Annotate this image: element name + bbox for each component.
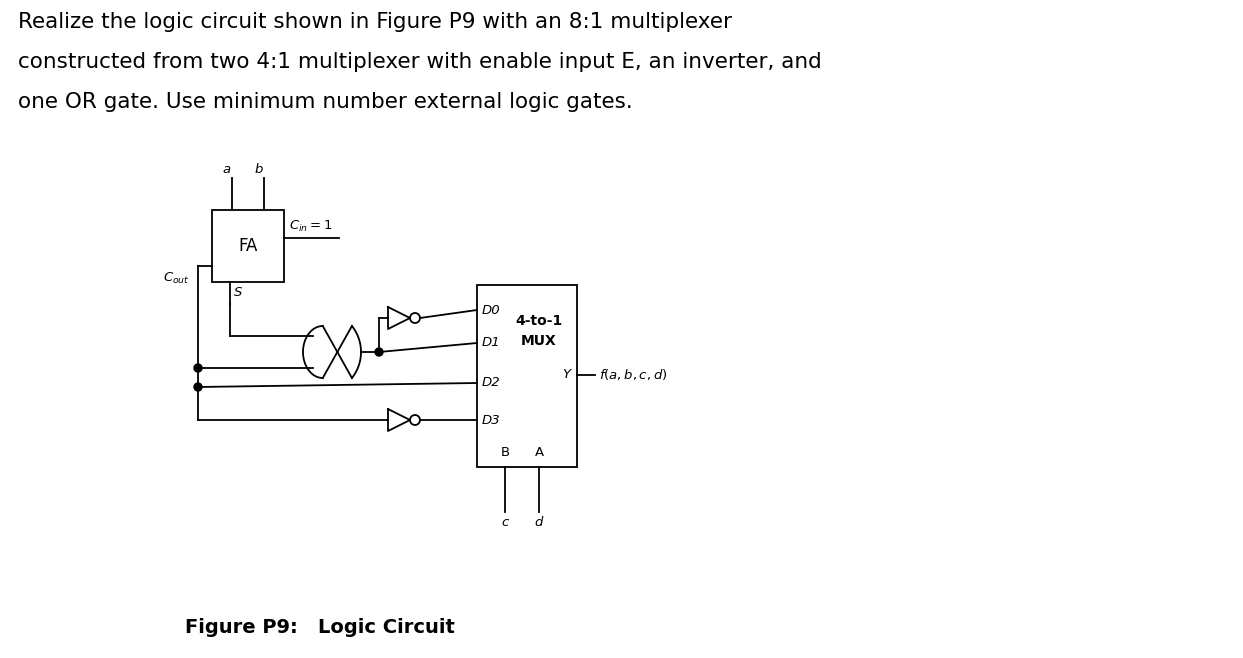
- Text: D3: D3: [482, 413, 501, 426]
- Text: Figure P9:   Logic Circuit: Figure P9: Logic Circuit: [185, 618, 455, 637]
- Text: D2: D2: [482, 376, 501, 390]
- Text: b: b: [255, 163, 264, 176]
- Text: $C_{in}=1$: $C_{in}=1$: [290, 219, 333, 234]
- Text: A: A: [534, 447, 543, 459]
- Circle shape: [375, 348, 383, 356]
- Text: B: B: [501, 447, 510, 459]
- Text: S: S: [234, 286, 242, 299]
- Text: $C_{out}$: $C_{out}$: [163, 270, 190, 286]
- Bar: [477, 285, 577, 467]
- Text: c: c: [501, 516, 508, 529]
- Text: D1: D1: [482, 336, 501, 349]
- Text: D0: D0: [482, 303, 501, 316]
- Bar: [213, 210, 283, 282]
- Text: $f(a, b, c, d)$: $f(a, b, c, d)$: [599, 368, 667, 382]
- Text: MUX: MUX: [521, 334, 557, 348]
- Text: Realize the logic circuit shown in Figure P9 with an 8:1 multiplexer: Realize the logic circuit shown in Figur…: [17, 12, 732, 32]
- Text: constructed from two 4:1 multiplexer with enable input E, an inverter, and: constructed from two 4:1 multiplexer wit…: [17, 52, 822, 72]
- Circle shape: [194, 383, 203, 391]
- Text: one OR gate. Use minimum number external logic gates.: one OR gate. Use minimum number external…: [17, 92, 633, 112]
- Circle shape: [194, 364, 203, 372]
- Text: 4-to-1: 4-to-1: [516, 314, 563, 328]
- Text: Y: Y: [562, 368, 571, 382]
- Text: d: d: [534, 516, 543, 529]
- Text: a: a: [222, 163, 231, 176]
- Text: FA: FA: [239, 237, 257, 255]
